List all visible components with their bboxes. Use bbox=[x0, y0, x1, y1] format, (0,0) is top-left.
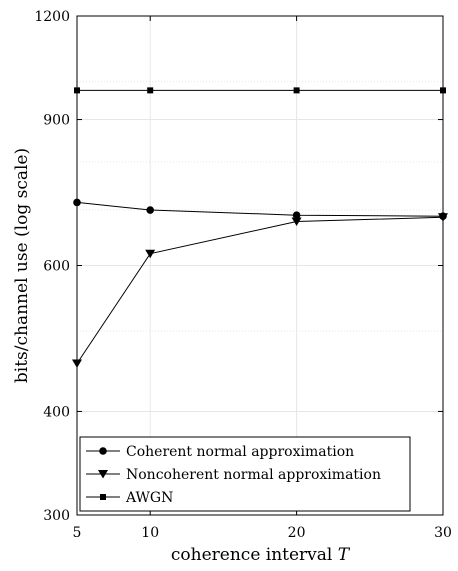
x-tick-label: 10 bbox=[141, 525, 159, 541]
legend-label: AWGN bbox=[125, 490, 173, 506]
series-layer bbox=[72, 87, 448, 368]
y-axis-label: bits/channel use (log scale) bbox=[12, 148, 32, 383]
y-tick-label: 600 bbox=[43, 259, 70, 275]
point-triangle-down bbox=[98, 470, 108, 479]
legend-label: Coherent normal approximation bbox=[126, 444, 354, 460]
series-line bbox=[76, 201, 444, 217]
legend-label: Noncoherent normal approximation bbox=[126, 467, 381, 483]
point-triangle-down bbox=[291, 217, 302, 227]
point-circle bbox=[292, 211, 301, 219]
plot-frame bbox=[76, 15, 444, 516]
y-tick-label: 300 bbox=[43, 508, 70, 524]
y-tick-label: 400 bbox=[43, 404, 70, 420]
series-1 bbox=[72, 213, 448, 368]
x-tick-label: 30 bbox=[434, 525, 452, 541]
legend-box bbox=[79, 436, 411, 512]
point-square bbox=[100, 494, 106, 500]
point-circle bbox=[146, 206, 154, 214]
point-circle bbox=[99, 447, 107, 455]
x-axis-label: coherence interval T bbox=[171, 545, 351, 565]
point-triangle-down bbox=[145, 249, 156, 259]
x-tick-label: 20 bbox=[288, 525, 306, 541]
y-tick-label: 1200 bbox=[34, 9, 70, 25]
legend-item-2: AWGN bbox=[86, 490, 173, 506]
y-tick-label: 900 bbox=[43, 113, 70, 129]
legend-item-1: Noncoherent normal approximation bbox=[86, 467, 381, 483]
x-tick-label: 5 bbox=[73, 525, 82, 541]
legend: Coherent normal approximation Noncoherent… bbox=[79, 436, 411, 512]
point-square bbox=[293, 87, 300, 94]
series-line bbox=[76, 216, 444, 364]
series-0 bbox=[73, 198, 447, 221]
legend-item-0: Coherent normal approximation bbox=[86, 444, 354, 460]
point-square bbox=[147, 87, 154, 94]
series-2 bbox=[74, 87, 446, 94]
